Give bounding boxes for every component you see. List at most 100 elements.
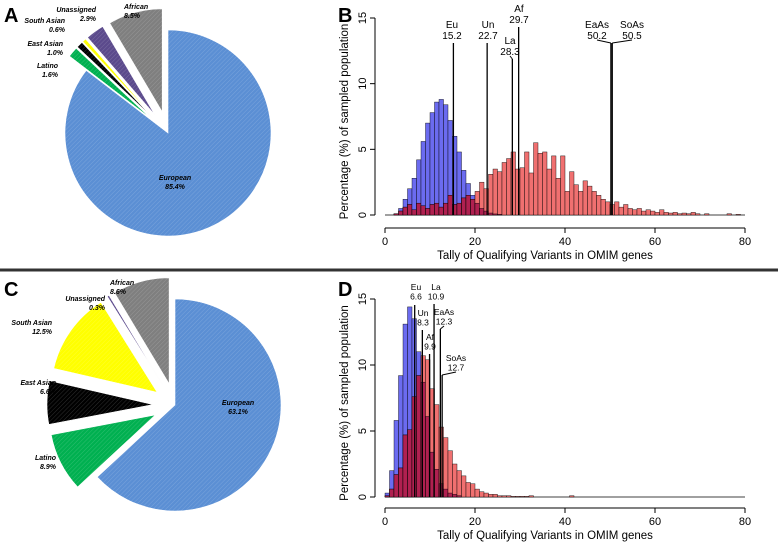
bar-red <box>470 483 476 498</box>
bar-red <box>456 470 462 498</box>
bar-overlap <box>456 495 462 498</box>
median-label-un: Un 8.3 <box>417 308 429 328</box>
bar-red <box>623 204 629 216</box>
bar-red <box>483 492 489 498</box>
pie-chart-c: European 63.1% Latino 8.9% East Asian 6.6% Sou… <box>11 277 282 512</box>
bar-red <box>515 168 521 216</box>
bar-red <box>582 180 588 216</box>
x-tick-label: 20 <box>469 516 481 528</box>
bar-blue <box>420 141 426 216</box>
bar-red <box>497 171 503 216</box>
y-tick-label: 5 <box>357 428 369 434</box>
median-label-soas: SoAs 12.7 <box>446 353 466 373</box>
bar-red <box>591 191 597 216</box>
pie-label-african: African 8.5% <box>123 4 148 20</box>
bar-overlap <box>447 492 453 498</box>
bar-overlap <box>384 495 390 498</box>
median-label-af: Af 9.9 <box>424 332 436 352</box>
pie-label-latino: Latino 1.6% <box>37 63 59 79</box>
bar-overlap <box>461 197 467 216</box>
bar-red <box>515 496 521 498</box>
median-connector <box>440 325 445 330</box>
histogram-b: 0 20 40 60 80 Tally of Qualifying Variants in… <box>339 4 751 262</box>
bar-blue <box>425 122 431 216</box>
pie-label-african: African 8.6% <box>109 280 134 296</box>
bar-red <box>564 191 570 216</box>
median-label-soas: SoAs 50.5 <box>620 20 644 42</box>
pie-label-latino: Latino 8.9% <box>35 455 57 471</box>
y-axis-title: Percentage (%) of sampled population <box>339 24 351 220</box>
bar-red <box>510 151 516 216</box>
bar-blue <box>411 178 417 216</box>
bar-red <box>654 212 660 216</box>
bar-overlap <box>429 204 435 216</box>
bar-overlap <box>425 208 431 216</box>
pie-chart-a: European 85.4% Latino 1.6% East Asian 1.0% Sou… <box>24 4 272 237</box>
x-tick-label: 80 <box>739 516 751 528</box>
bar-red <box>569 171 575 216</box>
bar-red <box>447 450 453 498</box>
bar-red <box>528 172 534 216</box>
bar-red <box>726 213 732 216</box>
bar-overlap <box>492 213 498 216</box>
bar-red <box>492 168 498 216</box>
x-tick-label: 40 <box>559 516 571 528</box>
bar-red <box>690 212 696 216</box>
median-label-un: Un 22.7 <box>478 20 498 42</box>
median-label-eu: Eu 15.2 <box>442 20 462 42</box>
bar-overlap <box>443 488 449 498</box>
bar-red <box>735 214 741 216</box>
bar-red <box>443 437 449 498</box>
bar-blue <box>429 112 435 216</box>
bar-red <box>497 495 503 498</box>
bar-blue <box>438 99 444 216</box>
bar-red <box>677 213 683 216</box>
median-label-eu: Eu 6.6 <box>410 282 422 302</box>
bar-red <box>461 475 467 498</box>
pie-label-european: European 85.4% <box>159 175 191 191</box>
median-connector <box>509 55 513 60</box>
bar-overlap <box>398 210 404 216</box>
bar-red <box>474 488 480 498</box>
bar-overlap <box>443 202 449 216</box>
x-tick-label: 60 <box>649 516 661 528</box>
bar-overlap <box>407 204 413 216</box>
bar-blue <box>443 104 449 216</box>
bar-overlap <box>438 483 444 498</box>
bar-red <box>501 162 507 216</box>
x-tick-label: 0 <box>382 236 388 248</box>
bar-red <box>573 184 579 216</box>
bar-blue <box>434 101 440 216</box>
bar-red <box>528 495 534 498</box>
pie-label-east-asian: East Asian 1.0% <box>27 41 63 57</box>
bar-red <box>488 494 494 498</box>
bar-overlap <box>416 202 422 216</box>
bar-red <box>506 158 512 216</box>
bar-overlap <box>393 474 399 498</box>
bar-overlap <box>465 195 471 216</box>
bar-red <box>452 463 458 498</box>
bar-red <box>668 212 674 216</box>
bar-overlap <box>420 381 426 498</box>
median-label-af: Af 29.7 <box>509 4 529 26</box>
pie-label-unassigned: Unassigned 2.9% <box>56 7 96 23</box>
bar-red <box>488 174 494 216</box>
bar-red <box>479 491 485 498</box>
bar-overlap <box>434 202 440 216</box>
panel-letter-d: D <box>338 279 352 301</box>
bar-red <box>627 208 633 216</box>
pie-label-european: European 63.1% <box>222 400 254 416</box>
bar-overlap <box>497 214 503 216</box>
bar-overlap <box>456 202 462 216</box>
bar-overlap <box>488 212 494 216</box>
bar-overlap <box>393 213 399 216</box>
y-tick-label: 0 <box>357 212 369 218</box>
bar-overlap <box>438 206 444 216</box>
bar-red <box>686 213 692 216</box>
bar-overlap <box>389 488 395 498</box>
x-tick-label: 0 <box>382 516 388 528</box>
pie-label-south-asian: South Asian 12.5% <box>11 320 52 336</box>
bar-red <box>641 210 647 216</box>
y-tick-label: 15 <box>357 12 369 24</box>
bar-overlap <box>407 429 413 498</box>
